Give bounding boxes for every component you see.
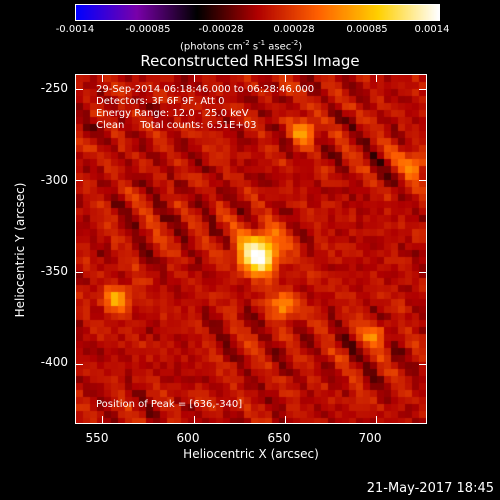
x-tick-mark <box>375 416 377 424</box>
y-tick-mark <box>75 363 83 365</box>
info-total-counts: Clean Total counts: 6.51E+03 <box>96 120 257 131</box>
info-time-range: 29-Sep-2014 06:18:46.000 to 06:28:46.000 <box>96 84 315 95</box>
plot-area: 29-Sep-2014 06:18:46.000 to 06:28:46.000… <box>75 74 427 424</box>
units-text: ) <box>298 41 303 53</box>
y-tick-mark <box>419 88 427 90</box>
x-tick-mark <box>102 74 104 82</box>
colorbar-gradient <box>76 5 439 20</box>
x-tick-mark <box>193 74 195 82</box>
colorbar-tick-label: 0.00028 <box>273 24 315 35</box>
units-exponent: -1 <box>258 39 266 47</box>
info-energy-range: Energy Range: 12.0 - 25.0 keV <box>96 108 249 119</box>
peak-position-label: Position of Peak = [636,-340] <box>96 399 243 410</box>
colorbar <box>75 4 440 21</box>
y-tick-label: -300 <box>40 173 68 187</box>
units-exponent: -2 <box>242 39 250 47</box>
x-tick-mark <box>102 416 104 424</box>
timestamp: 21-May-2017 18:45 <box>366 481 494 496</box>
y-tick-label: -400 <box>40 355 68 369</box>
x-tick-label: 600 <box>176 431 200 445</box>
x-tick-label: 550 <box>85 431 109 445</box>
y-axis-label: Heliocentric Y (arcsec) <box>13 182 27 318</box>
colorbar-tick-label: -0.00085 <box>125 24 171 35</box>
y-tick-mark <box>75 271 83 273</box>
info-detectors: Detectors: 3F 6F 9F, Att 0 <box>96 96 225 107</box>
colorbar-units: (photons cm-2 s-1 asec-2) <box>180 39 302 52</box>
colorbar-tick-label: 0.0014 <box>414 24 450 35</box>
units-exponent: -2 <box>291 39 299 47</box>
units-text: s <box>249 41 259 53</box>
plot-title: Reconstructed RHESSI Image <box>140 52 360 70</box>
x-tick-label: 650 <box>267 431 291 445</box>
heatmap-image <box>76 75 426 423</box>
colorbar-tick-label: 0.00085 <box>346 24 388 35</box>
y-tick-mark <box>419 180 427 182</box>
x-tick-mark <box>375 74 377 82</box>
y-tick-label: -350 <box>40 264 68 278</box>
x-tick-mark <box>193 416 195 424</box>
y-tick-mark <box>75 88 83 90</box>
x-axis-label: Heliocentric X (arcsec) <box>183 447 319 461</box>
colorbar-tick-label: -0.00028 <box>198 24 244 35</box>
colorbar-tick-label: -0.0014 <box>55 24 95 35</box>
x-tick-mark <box>284 74 286 82</box>
units-text: asec <box>265 41 292 53</box>
x-tick-mark <box>284 416 286 424</box>
y-tick-label: -250 <box>40 81 68 95</box>
y-tick-mark <box>75 180 83 182</box>
y-tick-mark <box>419 271 427 273</box>
y-tick-mark <box>419 363 427 365</box>
x-tick-label: 700 <box>358 431 382 445</box>
units-text: (photons cm <box>180 41 243 53</box>
